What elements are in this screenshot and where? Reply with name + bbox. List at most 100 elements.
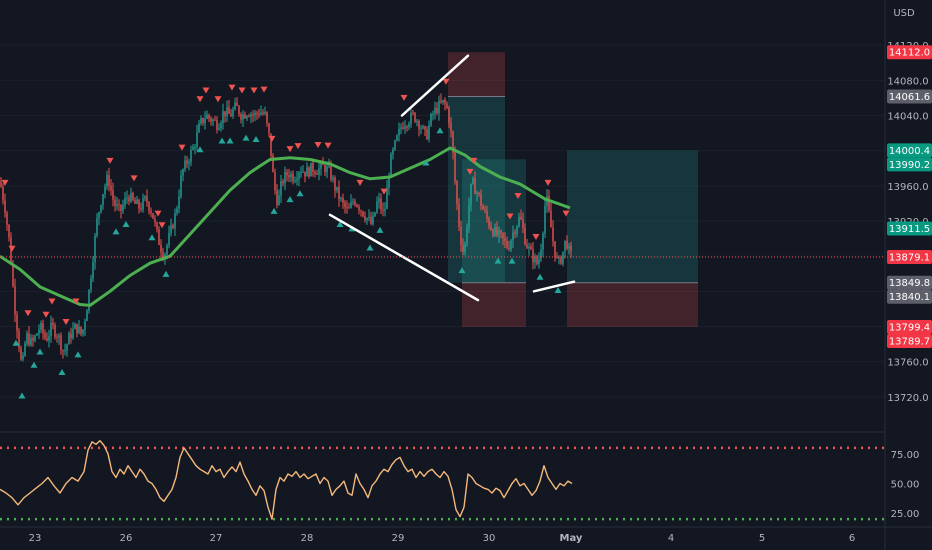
candle-body [138,199,140,209]
candle-body [250,114,252,117]
candle-body [86,310,88,322]
candle-body [172,225,174,229]
candle-body [438,100,440,114]
sell-signal-marker [324,142,332,149]
rsi-tick-label: 75.00 [891,450,920,461]
candle-body [490,226,492,230]
sell-signal-marker [286,146,294,153]
sell-signal-marker [62,319,70,326]
candle-body [212,119,214,122]
sell-signal-marker [562,210,570,217]
candle-body [470,183,472,205]
price-badge [887,289,932,304]
candle-body [434,107,436,114]
position-risk-zone[interactable] [448,52,505,97]
candle-body [548,195,550,211]
candle-body [142,198,144,210]
sell-signal-marker [48,298,56,305]
candle-body [528,246,530,249]
price-tick-label: 13720.0 [887,393,928,404]
moving-average-line [0,146,571,307]
candle-body [340,198,342,200]
buy-signal-marker [112,228,120,235]
candle-body [36,333,38,336]
candle-body [316,173,318,175]
time-tick-label: 28 [301,533,314,544]
buy-signal-marker [196,146,204,153]
candle-body [320,162,322,169]
candle-body [114,199,116,206]
candle-body [38,329,40,334]
candle-body [302,171,304,173]
candle-body [178,196,180,209]
candle-body [556,257,558,259]
candle-body [338,186,340,200]
buy-signal-marker [36,348,44,355]
candle-body [106,174,108,187]
sell-signal-marker [1,179,9,186]
candle-body [314,171,316,174]
candle-body [536,256,538,264]
time-axis-labels[interactable]: 23 26 27 28 29 30 May 4 5 6 [29,533,856,544]
price-tick-label: 14080.0 [887,76,928,87]
candle-body [378,198,380,202]
trendline[interactable] [532,280,576,293]
sell-signal-marker [400,94,408,101]
candle-body [194,147,196,149]
sell-signal-marker [532,234,540,241]
candle-body [368,216,370,218]
buy-signal-marker [74,351,82,358]
trendline[interactable] [400,54,470,117]
candle-body [148,202,150,211]
candle-body [334,177,336,191]
candle-body [400,127,402,129]
candle-body [288,175,290,178]
candle-body [558,257,560,259]
candle-body [112,190,114,200]
trendline[interactable] [328,213,480,302]
position-risk-zone[interactable] [567,282,698,328]
candle-body [416,121,418,123]
sell-signal-marker [442,78,450,85]
candle-body [136,199,138,204]
price-badge [887,221,932,236]
price-badge [887,334,932,349]
candle-body [494,227,496,236]
position-reward-zone[interactable] [462,159,526,283]
candle-body [18,331,20,348]
candle-body [274,172,276,191]
candle-body [4,200,6,213]
candle-body [198,123,200,133]
trendlines[interactable] [328,54,576,302]
candle-body [32,337,34,341]
candle-body [296,178,298,181]
buy-signal-marker [366,244,374,251]
candle-body [404,126,406,129]
candle-body [436,107,438,114]
candle-body [34,335,36,341]
candle-body [522,219,524,229]
position-risk-zone[interactable] [462,282,526,328]
buy-signal-marker [536,273,544,280]
candle-body [464,243,466,252]
position-reward-zone[interactable] [567,150,698,283]
price-tick-label: 13960.0 [887,182,928,193]
time-tick-label: 26 [120,533,133,544]
candle-body [266,112,268,124]
candle-body [324,165,326,173]
candle-body [418,121,420,129]
buy-signal-marker [336,221,344,228]
candle-body [348,207,350,209]
candle-body [502,232,504,238]
sell-signal-marker [106,157,114,164]
candle-body [220,122,222,129]
candle-body [354,201,356,205]
buy-signal-marker [18,392,26,399]
candle-body [176,208,178,214]
sell-signal-marker [8,245,16,252]
sell-signal-marker [466,168,474,175]
candle-body [56,336,58,338]
candle-body [506,240,508,248]
candle-body [154,218,156,223]
